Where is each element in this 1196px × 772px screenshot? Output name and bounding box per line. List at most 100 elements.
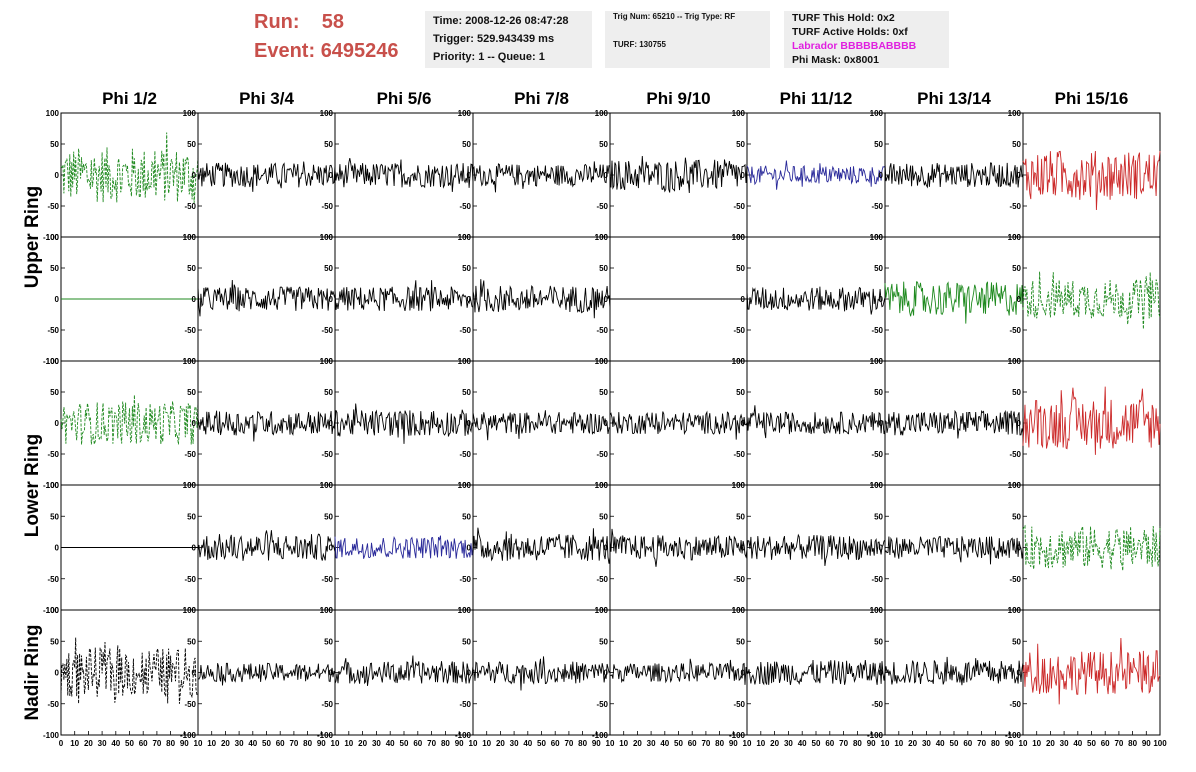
x-tick-label: 20 bbox=[908, 739, 917, 748]
y-tick-label: 0 bbox=[467, 419, 472, 428]
y-tick-label: 100 bbox=[1008, 233, 1022, 242]
x-tick-label: 60 bbox=[688, 739, 697, 748]
y-tick-label: 50 bbox=[599, 637, 608, 646]
y-tick-label: 100 bbox=[320, 357, 334, 366]
waveform-trace bbox=[334, 158, 474, 192]
y-tick-label: 50 bbox=[874, 512, 883, 521]
y-tick-label: 100 bbox=[732, 481, 746, 490]
x-tick-label: 60 bbox=[1101, 739, 1110, 748]
x-tick-label: 90 bbox=[180, 739, 189, 748]
turf-active-holds-text: TURF Active Holds: 0xf bbox=[792, 26, 908, 38]
waveform-trace bbox=[197, 530, 336, 561]
panel-frame bbox=[609, 360, 748, 486]
x-tick-label: 50 bbox=[125, 739, 134, 748]
column-header: Phi 11/12 bbox=[780, 89, 853, 108]
x-tick-label: 10 bbox=[743, 739, 752, 748]
y-tick-label: 0 bbox=[879, 669, 884, 678]
run-row: Run: 58 bbox=[254, 8, 399, 37]
priority-text: Priority: 1 -- Queue: 1 bbox=[433, 51, 545, 63]
y-tick-label: 0 bbox=[329, 544, 334, 553]
y-tick-label: 50 bbox=[1012, 512, 1021, 521]
y-tick-label: 100 bbox=[183, 233, 197, 242]
y-tick-label: 100 bbox=[320, 481, 334, 490]
waveform-trace bbox=[746, 286, 886, 315]
y-tick-label: 100 bbox=[732, 357, 746, 366]
x-tick-label: 10 bbox=[482, 739, 491, 748]
y-tick-label: -50 bbox=[596, 326, 608, 335]
column-header: Phi 3/4 bbox=[239, 89, 294, 108]
y-tick-label: 0 bbox=[55, 419, 60, 428]
y-tick-label: 50 bbox=[50, 264, 59, 273]
y-tick-label: 50 bbox=[736, 637, 745, 646]
panel-frame bbox=[60, 360, 199, 486]
x-tick-label: 40 bbox=[798, 739, 807, 748]
waveform-trace bbox=[472, 656, 611, 691]
y-tick-label: -50 bbox=[871, 450, 883, 459]
x-tick-label: 0 bbox=[59, 739, 64, 748]
y-tick-label: -50 bbox=[321, 700, 333, 709]
y-tick-label: 100 bbox=[458, 233, 472, 242]
y-tick-label: 50 bbox=[187, 264, 196, 273]
waveform-trace bbox=[746, 659, 886, 686]
y-tick-label: 0 bbox=[741, 295, 746, 304]
x-tick-label: 70 bbox=[701, 739, 710, 748]
waveform-trace bbox=[1022, 271, 1161, 330]
y-tick-label: 100 bbox=[732, 109, 746, 118]
y-tick-label: 0 bbox=[879, 544, 884, 553]
x-tick-label: 50 bbox=[400, 739, 409, 748]
y-tick-label: 50 bbox=[50, 140, 59, 149]
y-tick-label: 100 bbox=[732, 606, 746, 615]
waveform-trace bbox=[884, 536, 1024, 565]
y-tick-label: 0 bbox=[467, 295, 472, 304]
y-tick-label: -100 bbox=[592, 731, 609, 740]
time-text: Time: 2008-12-26 08:47:28 bbox=[433, 15, 569, 27]
y-tick-label: -50 bbox=[184, 575, 196, 584]
y-tick-label: 0 bbox=[1017, 419, 1022, 428]
y-tick-label: -50 bbox=[1009, 202, 1021, 211]
y-tick-label: -50 bbox=[47, 700, 59, 709]
y-tick-label: 100 bbox=[595, 233, 609, 242]
x-tick-label: 70 bbox=[977, 739, 986, 748]
y-tick-label: 100 bbox=[46, 357, 60, 366]
ring-label: Lower Ring bbox=[22, 434, 43, 537]
y-tick-label: -50 bbox=[1009, 450, 1021, 459]
event-value: 6495246 bbox=[320, 40, 399, 62]
y-tick-label: 0 bbox=[55, 669, 60, 678]
y-tick-label: -50 bbox=[47, 326, 59, 335]
y-tick-label: -50 bbox=[596, 202, 608, 211]
x-tick-label: 70 bbox=[427, 739, 436, 748]
y-tick-label: 50 bbox=[187, 637, 196, 646]
x-tick-label: 100 bbox=[1153, 739, 1167, 748]
x-tick-label: 60 bbox=[551, 739, 560, 748]
y-tick-label: -100 bbox=[455, 731, 472, 740]
y-tick-label: 50 bbox=[874, 637, 883, 646]
waveform-trace bbox=[197, 279, 336, 317]
y-tick-label: 0 bbox=[1017, 669, 1022, 678]
x-tick-label: 20 bbox=[770, 739, 779, 748]
y-tick-label: 0 bbox=[604, 171, 609, 180]
y-tick-label: 50 bbox=[874, 388, 883, 397]
x-tick-label: 20 bbox=[221, 739, 230, 748]
waveform-trace bbox=[746, 533, 886, 566]
y-tick-label: -50 bbox=[47, 450, 59, 459]
y-tick-label: 100 bbox=[320, 606, 334, 615]
x-tick-label: 10 bbox=[606, 739, 615, 748]
y-tick-label: 100 bbox=[183, 606, 197, 615]
y-tick-label: 50 bbox=[1012, 637, 1021, 646]
y-tick-label: -50 bbox=[871, 202, 883, 211]
y-tick-label: 0 bbox=[1017, 295, 1022, 304]
waveform-trace bbox=[472, 279, 611, 319]
y-tick-label: -50 bbox=[184, 450, 196, 459]
y-tick-label: 0 bbox=[329, 295, 334, 304]
panel-frame bbox=[609, 609, 748, 736]
y-tick-label: 0 bbox=[1017, 544, 1022, 553]
x-tick-label: 90 bbox=[592, 739, 601, 748]
x-tick-label: 50 bbox=[812, 739, 821, 748]
x-tick-label: 30 bbox=[1060, 739, 1069, 748]
waveform-trace bbox=[609, 155, 748, 194]
y-tick-label: 50 bbox=[324, 388, 333, 397]
y-tick-label: -50 bbox=[871, 575, 883, 584]
y-tick-label: -50 bbox=[47, 202, 59, 211]
x-tick-label: 10 bbox=[331, 739, 340, 748]
y-tick-label: 100 bbox=[183, 481, 197, 490]
